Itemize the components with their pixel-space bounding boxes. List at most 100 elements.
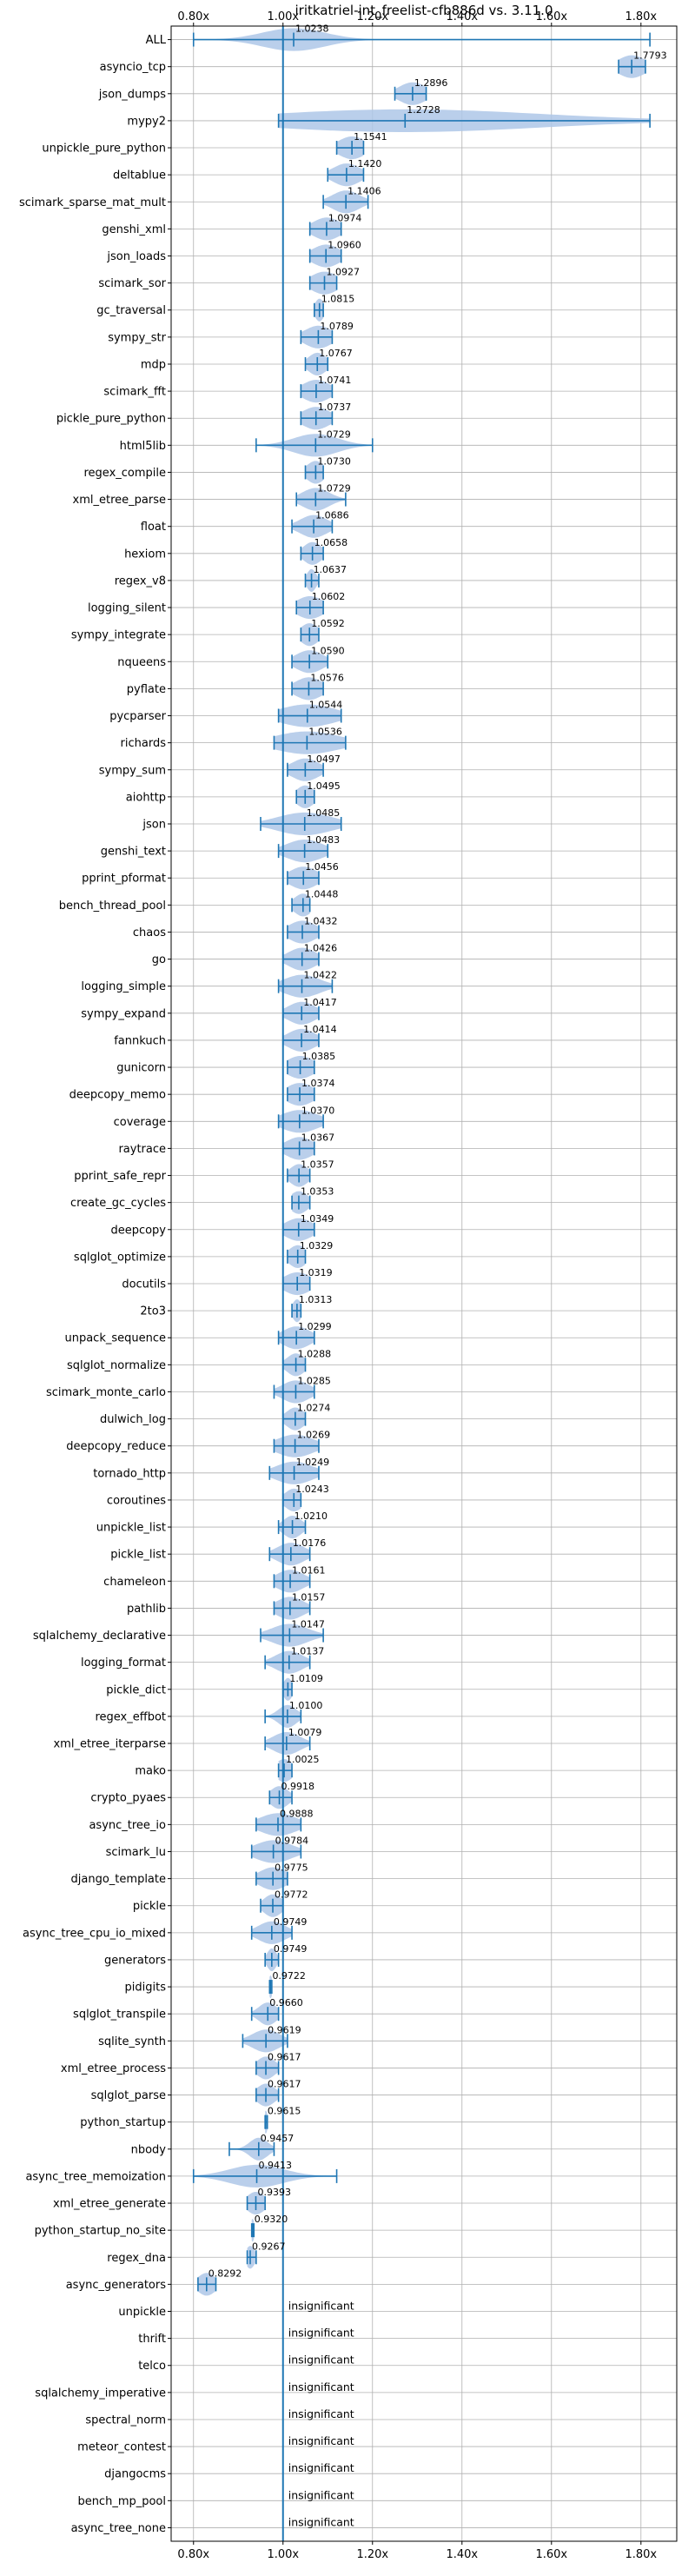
benchmark-label: chameleon <box>103 1576 166 1589</box>
median-value-label: 1.0729 <box>317 483 351 495</box>
median-value-label: 1.0483 <box>307 834 341 846</box>
insignificant-label: insignificant <box>288 2299 354 2312</box>
benchmark-label: python_startup <box>80 2116 166 2129</box>
median-value-label: 1.0249 <box>296 1457 330 1468</box>
insignificant-label: insignificant <box>288 2434 354 2447</box>
benchmark-label: logging_simple <box>81 980 166 993</box>
benchmark-label: nqueens <box>117 656 166 669</box>
benchmark-label: docutils <box>122 1278 166 1291</box>
benchmark-label: deepcopy_reduce <box>66 1440 166 1453</box>
benchmark-label: async_tree_cpu_io_mixed <box>23 1927 166 1940</box>
median-value-label: 1.0367 <box>301 1132 335 1143</box>
median-value-label: 0.9749 <box>274 1916 308 1928</box>
benchmark-label: bench_thread_pool <box>59 900 166 913</box>
median-value-label: 0.8292 <box>208 2267 242 2279</box>
median-value-label: 1.0385 <box>302 1051 336 1062</box>
benchmark-label: python_startup_no_site <box>35 2225 166 2238</box>
benchmark-label: unpickle <box>118 2306 166 2319</box>
median-value-label: 1.0238 <box>295 23 329 35</box>
chart-title: iritkatriel-int_freelist-cfb886d vs. 3.1… <box>295 3 553 19</box>
benchmark-label: pprint_safe_repr <box>74 1170 166 1183</box>
median-value-label: 1.0536 <box>308 727 342 738</box>
median-value-label: 1.0374 <box>301 1078 335 1089</box>
median-value-label: 1.0590 <box>311 645 345 656</box>
benchmark-label: coverage <box>114 1116 166 1129</box>
median-value-label: 1.0729 <box>317 428 351 440</box>
median-value-label: 0.9619 <box>268 2024 301 2035</box>
benchmark-label: fannkuch <box>114 1034 166 1047</box>
median-value-label: 1.0576 <box>310 672 344 683</box>
benchmark-label: json_loads <box>106 250 166 263</box>
median-value-label: 1.0370 <box>301 1105 335 1116</box>
benchmark-label: go <box>152 953 166 966</box>
benchmark-label: gunicorn <box>116 1062 166 1075</box>
median-value-label: 0.9784 <box>275 1835 309 1846</box>
median-value-label: 1.0974 <box>328 212 362 223</box>
median-value-label: 1.0456 <box>305 861 339 873</box>
median-value-label: 1.0243 <box>295 1484 329 1495</box>
benchmark-label: pyflate <box>127 683 166 696</box>
benchmark-label: pickle_list <box>110 1549 166 1562</box>
median-value-label: 1.0176 <box>293 1537 327 1549</box>
median-value-label: 1.1420 <box>348 158 382 169</box>
median-value-label: 1.0319 <box>299 1267 333 1278</box>
median-value-label: 1.0422 <box>303 970 337 981</box>
violin-layer <box>192 26 651 2541</box>
x-tick-label-bottom: 1.80x <box>625 2548 657 2561</box>
median-value-label: 1.1541 <box>354 131 387 143</box>
benchmark-label: sqlite_synth <box>98 2035 166 2048</box>
benchmark-label: async_generators <box>66 2279 167 2292</box>
benchmark-label: pickle_pure_python <box>56 413 166 426</box>
benchmark-label: unpickle_list <box>96 1522 166 1535</box>
benchmark-label: scimark_sor <box>98 277 166 290</box>
median-value-label: 0.9918 <box>281 1781 315 1792</box>
benchmark-label: mdp <box>141 358 166 371</box>
median-value-label: 1.0210 <box>295 1510 328 1522</box>
label-layer: 1.0238 1.7793 1.2896 1.2728 1.1541 1.1420 1.14… <box>208 23 667 2529</box>
benchmark-label: scimark_fft <box>103 386 166 399</box>
median-value-label: 1.0357 <box>301 1159 334 1171</box>
benchmark-label: aiohttp <box>126 791 166 804</box>
median-value-label: 1.0414 <box>303 1024 337 1035</box>
insignificant-label: insignificant <box>288 2380 354 2393</box>
insignificant-label: insignificant <box>288 2461 354 2474</box>
median-value-label: 1.0741 <box>318 375 352 386</box>
benchmark-label: sympy_sum <box>99 764 166 777</box>
x-tick-label-top: 0.80x <box>177 10 209 23</box>
median-value-label: 1.0658 <box>314 537 348 548</box>
median-value-label: 1.0448 <box>305 888 339 900</box>
benchmark-label: chaos <box>133 926 166 939</box>
benchmark-label: sqlglot_optimize <box>74 1251 166 1264</box>
benchmark-label: crypto_pyaes <box>90 1792 166 1805</box>
benchmark-label: pathlib <box>127 1603 166 1616</box>
median-value-label: 0.9413 <box>259 2160 293 2171</box>
benchmark-label: genshi_xml <box>102 223 166 236</box>
median-value-label: 0.9772 <box>275 1889 308 1901</box>
benchmark-label: djangocms <box>104 2468 166 2481</box>
median-value-label: 1.0815 <box>321 294 355 305</box>
median-value-label: 1.1406 <box>348 185 381 196</box>
insignificant-label: insignificant <box>288 2327 354 2340</box>
median-value-label: 0.9320 <box>255 2214 288 2225</box>
median-value-label: 1.0730 <box>317 455 351 467</box>
benchmark-label: bench_mp_pool <box>77 2495 166 2508</box>
median-value-label: 0.9267 <box>252 2241 286 2252</box>
benchmark-label: regex_effbot <box>95 1710 166 1723</box>
median-value-label: 1.0288 <box>298 1348 332 1359</box>
benchmark-label: html5lib <box>120 440 166 453</box>
median-value-label: 1.7793 <box>633 50 667 62</box>
median-value-label: 1.0079 <box>288 1727 322 1738</box>
benchmark-label: xml_etree_process <box>61 2062 166 2075</box>
median-value-label: 0.9617 <box>268 2079 301 2090</box>
benchmark-label: sqlglot_normalize <box>67 1359 166 1372</box>
median-value-label: 1.0161 <box>292 1564 326 1576</box>
benchmark-label: sqlalchemy_imperative <box>35 2387 166 2400</box>
median-value-label: 1.0592 <box>311 618 345 629</box>
benchmark-label: pidigits <box>125 1982 167 1995</box>
benchmark-label: scimark_monte_carlo <box>46 1386 166 1399</box>
benchmark-label: async_tree_memoization <box>25 2170 166 2183</box>
median-value-label: 0.9617 <box>268 2051 301 2062</box>
median-value-label: 0.9660 <box>269 1997 303 2008</box>
